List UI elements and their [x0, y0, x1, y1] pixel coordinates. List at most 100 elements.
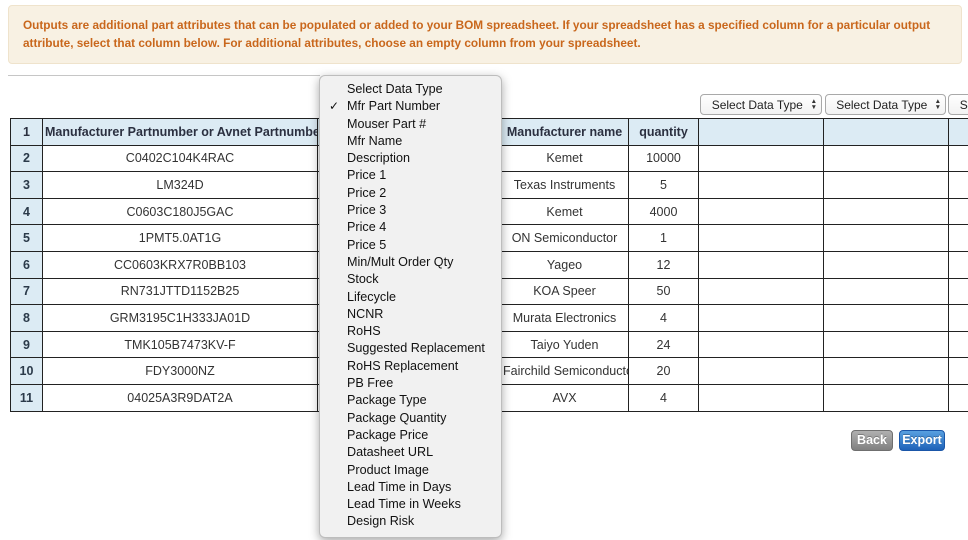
output-column-select-1[interactable]: Select Data Type ▲ ▼	[700, 94, 822, 115]
row-number: 9	[10, 330, 43, 359]
menu-item-select-data-type[interactable]: Select Data Type	[347, 82, 443, 96]
select-arrows-icon: ▲ ▼	[934, 98, 941, 111]
menu-item-package-type[interactable]: Package Type	[347, 393, 427, 408]
cell-output-3	[948, 383, 968, 412]
cell-output-3	[948, 224, 968, 252]
menu-item-pb-free[interactable]: PB Free	[347, 376, 394, 391]
header-manufacturer: Manufacturer name	[500, 118, 629, 146]
menu-item-stock[interactable]: Stock	[347, 272, 379, 287]
cell-output-1	[698, 330, 824, 359]
cell-partnumber: 1PMT5.0AT1G	[42, 224, 318, 252]
cell-quantity: 4	[628, 304, 699, 332]
cell-output-2	[823, 250, 949, 279]
row-number: 3	[10, 171, 43, 199]
cell-output-1	[698, 383, 824, 412]
row-number: 10	[10, 357, 43, 385]
cell-partnumber: C0603C180J5GAC	[42, 197, 318, 226]
header-output-2	[823, 118, 949, 146]
cell-quantity: 4000	[628, 197, 699, 226]
cell-output-1	[698, 144, 824, 173]
cell-output-2	[823, 357, 949, 385]
cell-output-2	[823, 224, 949, 252]
cell-manufacturer: Fairchild Semiconductor	[500, 357, 629, 385]
cell-output-3	[948, 197, 968, 226]
menu-item-lifecycle[interactable]: Lifecycle	[347, 289, 396, 304]
cell-output-2	[823, 330, 949, 359]
cell-manufacturer: Kemet	[500, 197, 629, 226]
menu-item-min-mult-order-qty[interactable]: Min/Mult Order Qty	[347, 254, 454, 269]
cell-manufacturer: Texas Instruments	[500, 171, 629, 199]
menu-item-price-5[interactable]: Price 5	[347, 237, 387, 252]
row-number: 8	[10, 304, 43, 332]
cell-partnumber: RN731JTTD1152B25	[42, 277, 318, 306]
output-column-select-2[interactable]: Select Data Type ▲ ▼	[825, 94, 946, 115]
menu-item-lead-time-weeks[interactable]: Lead Time in Weeks	[347, 497, 461, 512]
select-value: Select Data Type	[959, 97, 968, 112]
menu-item-lead-time-days[interactable]: Lead Time in Days	[347, 479, 452, 494]
menu-item-mouser-part[interactable]: Mouser Part #	[347, 116, 427, 131]
menu-item-rohs-replacement[interactable]: RoHS Replacement	[347, 358, 459, 373]
select-value: Select Data Type	[836, 97, 928, 112]
cell-partnumber: FDY3000NZ	[42, 357, 318, 385]
cell-partnumber: 04025A3R9DAT2A	[42, 383, 318, 412]
menu-item-design-risk[interactable]: Design Risk	[347, 514, 415, 529]
select-value: Select Data Type	[711, 97, 803, 112]
header-output-3	[948, 118, 968, 146]
cell-output-3	[948, 357, 968, 385]
row-number: 1	[10, 118, 43, 146]
select-arrows-icon: ▲ ▼	[810, 98, 817, 111]
menu-item-price-4[interactable]: Price 4	[347, 220, 387, 235]
cell-output-3	[948, 304, 968, 332]
cell-quantity: 1	[628, 224, 699, 252]
menu-item-product-image[interactable]: Product Image	[347, 462, 429, 477]
cell-output-2	[823, 277, 949, 306]
menu-item-mfr-part-number[interactable]: ✓ Mfr Part Number	[320, 98, 501, 115]
menu-item-suggested-replacement[interactable]: Suggested Replacement	[347, 341, 485, 356]
cell-output-1	[698, 277, 824, 306]
back-button[interactable]: Back	[851, 430, 893, 451]
menu-item-datasheet-url[interactable]: Datasheet URL	[347, 445, 434, 460]
cell-partnumber: TMK105B7473KV-F	[42, 330, 318, 359]
cell-partnumber: C0402C104K4RAC	[42, 144, 318, 173]
cell-output-1	[698, 304, 824, 332]
menu-item-price-3[interactable]: Price 3	[347, 203, 387, 218]
menu-item-ncnr[interactable]: NCNR	[347, 306, 384, 321]
cell-manufacturer: Kemet	[500, 144, 629, 173]
row-number: 2	[10, 144, 43, 173]
cell-output-2	[823, 144, 949, 173]
menu-item-description[interactable]: Description	[347, 151, 410, 166]
cell-manufacturer: Murata Electronics	[500, 304, 629, 332]
cell-output-1	[698, 171, 824, 199]
cell-output-1	[698, 197, 824, 226]
cell-quantity: 12	[628, 250, 699, 279]
menu-item-price-2[interactable]: Price 2	[347, 185, 387, 200]
cell-quantity: 5	[628, 171, 699, 199]
menu-item-rohs[interactable]: RoHS	[347, 324, 381, 339]
menu-item-price-1[interactable]: Price 1	[347, 168, 387, 183]
menu-item-mfr-name[interactable]: Mfr Name	[347, 133, 403, 148]
cell-output-3	[948, 171, 968, 199]
cell-output-3	[948, 250, 968, 279]
row-number: 4	[10, 197, 43, 226]
cell-output-2	[823, 197, 949, 226]
cell-output-1	[698, 224, 824, 252]
output-column-select-3[interactable]: Select Data Type ▲▼	[948, 94, 968, 115]
cell-quantity: 24	[628, 330, 699, 359]
cell-partnumber: GRM3195C1H333JA01D	[42, 304, 318, 332]
menu-item-package-price[interactable]: Package Price	[347, 427, 429, 442]
divider-line	[8, 75, 320, 76]
menu-item-package-quantity[interactable]: Package Quantity	[347, 410, 447, 425]
cell-partnumber: LM324D	[42, 171, 318, 199]
cell-partnumber: CC0603KRX7R0BB103	[42, 250, 318, 279]
header-partnumber: Manufacturer Partnumber or Avnet Partnum…	[42, 118, 318, 146]
outputs-info-banner: Outputs are additional part attributes t…	[8, 5, 962, 64]
cell-quantity: 20	[628, 357, 699, 385]
cell-output-3	[948, 277, 968, 306]
cell-manufacturer: Taiyo Yuden	[500, 330, 629, 359]
row-number: 11	[10, 383, 43, 412]
cell-output-2	[823, 171, 949, 199]
row-number: 6	[10, 250, 43, 279]
export-button[interactable]: Export	[899, 430, 945, 451]
cell-output-2	[823, 304, 949, 332]
data-type-dropdown-menu: Select Data Type ✓ Mfr Part Number Mouser…	[319, 75, 502, 538]
